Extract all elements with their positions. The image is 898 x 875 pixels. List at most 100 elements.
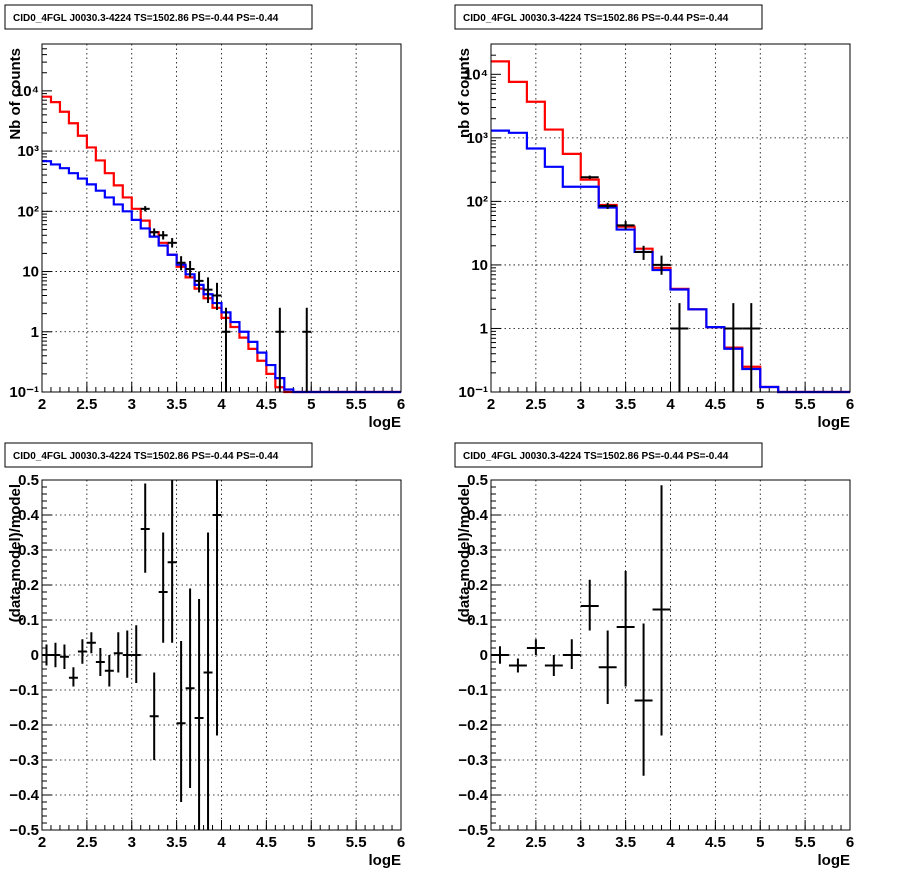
plot-frame (490, 43, 851, 393)
chart-title: CID0_4FGL J0030.3-4224 TS=1502.86 PS=-0.… (13, 13, 279, 24)
y-axis-title: (data-model)/model (7, 484, 24, 622)
y-tick-label: 10² (17, 203, 39, 220)
y-tick-label: −0.2 (458, 717, 488, 734)
x-tick-label: 3 (577, 834, 585, 851)
pad-bottom-right-residuals: CID0_4FGL J0030.3-4224 TS=1502.86 PS=-0.… (454, 442, 854, 869)
x-tick-label: 2.5 (525, 396, 546, 413)
plot-frame (490, 479, 851, 831)
y-tick-label: −0.2 (9, 717, 39, 734)
x-tick-label: 4.5 (256, 834, 277, 851)
data-point (580, 579, 599, 631)
data-point (634, 623, 653, 776)
data-point (616, 221, 635, 230)
x-tick-label: 5.5 (795, 396, 816, 413)
plot-frame (41, 479, 402, 831)
x-tick-label: 5.5 (795, 834, 816, 851)
data-point (185, 260, 195, 278)
data-point (167, 480, 177, 643)
data-point (508, 658, 527, 673)
data-point (634, 245, 653, 260)
x-tick-label: 3.5 (615, 396, 636, 413)
y-tick-label: 1 (31, 324, 39, 341)
chart-title: CID0_4FGL J0030.3-4224 TS=1502.86 PS=-0.… (463, 13, 729, 24)
x-tick-label: 2 (38, 396, 46, 413)
x-tick-label: 3.5 (166, 396, 187, 413)
x-tick-label: 3.5 (166, 834, 187, 851)
data-point (113, 632, 123, 673)
chart-title: CID0_4FGL J0030.3-4224 TS=1502.86 PS=-0.… (463, 451, 729, 462)
data-point (77, 639, 87, 664)
histogram-blue-series (42, 160, 401, 394)
y-tick-label: 0 (480, 647, 488, 664)
data-point (221, 307, 231, 392)
x-tick-label: 4.5 (705, 834, 726, 851)
x-axis-title: logE (369, 414, 402, 431)
title-box (454, 442, 763, 468)
y-tick-label: 0.2 (467, 577, 488, 594)
y-tick-label: −0.4 (9, 787, 39, 804)
y-tick-label: 0.3 (18, 542, 39, 559)
y-tick-label: 0.2 (18, 577, 39, 594)
x-tick-label: 4 (217, 834, 226, 851)
x-tick-label: 4.5 (256, 396, 277, 413)
plot-frame (41, 43, 402, 393)
x-tick-label: 4 (217, 396, 226, 413)
y-tick-label: 0.1 (467, 612, 488, 629)
y-tick-label: 10 (22, 264, 39, 281)
title-box (4, 4, 313, 30)
x-tick-label: 5.5 (346, 396, 367, 413)
y-tick-label: 0.3 (467, 542, 488, 559)
data-point (491, 646, 509, 664)
x-tick-label: 5 (756, 834, 764, 851)
data-point (302, 307, 312, 392)
data-point (212, 282, 222, 310)
y-tick-label: 10⁻¹ (458, 384, 488, 401)
x-tick-label: 2.5 (525, 834, 546, 851)
x-tick-label: 5 (307, 834, 315, 851)
x-tick-label: 4 (666, 834, 675, 851)
x-axis-title: logE (369, 852, 402, 869)
pad-bottom-left-residuals: CID0_4FGL J0030.3-4224 TS=1502.86 PS=-0.… (4, 442, 405, 869)
data-point (149, 228, 159, 236)
data-point (580, 175, 599, 180)
data-point (95, 648, 105, 676)
x-tick-label: 2 (487, 396, 495, 413)
data-point (652, 485, 671, 736)
data-point (670, 303, 689, 392)
y-tick-label: 10⁻¹ (9, 384, 39, 401)
pad-top-right-counts: CID0_4FGL J0030.3-4224 TS=1502.86 PS=-0.… (454, 4, 854, 431)
y-tick-label: 0.5 (18, 472, 39, 489)
data-point (140, 483, 150, 573)
x-tick-label: 6 (397, 834, 405, 851)
y-tick-label: 0.4 (467, 507, 489, 524)
data-point (203, 277, 213, 304)
x-axis-title: logE (818, 852, 851, 869)
data-point (42, 644, 51, 666)
x-tick-label: 2 (38, 834, 46, 851)
data-point (598, 202, 617, 209)
data-point (652, 255, 671, 275)
data-point (167, 238, 177, 248)
y-tick-label: 10³ (17, 143, 39, 160)
data-point (616, 571, 635, 687)
y-tick-label: 0.5 (467, 472, 488, 489)
y-axis-title: (data-model)/model (456, 484, 473, 622)
data-point (275, 307, 285, 392)
pad-top-left-counts: CID0_4FGL J0030.3-4224 TS=1502.86 PS=-0.… (4, 4, 405, 431)
y-tick-label: 0 (31, 647, 39, 664)
x-tick-label: 6 (397, 396, 405, 413)
x-tick-label: 5 (307, 396, 315, 413)
x-tick-label: 6 (846, 396, 854, 413)
x-tick-label: 2.5 (76, 396, 97, 413)
data-point (50, 642, 60, 668)
y-tick-label: −0.5 (9, 822, 39, 839)
data-point (131, 625, 141, 683)
y-tick-label: 10³ (466, 130, 488, 147)
data-point (526, 639, 545, 655)
y-tick-label: 1 (480, 320, 488, 337)
y-tick-label: −0.4 (458, 787, 488, 804)
data-point (158, 231, 168, 240)
data-point (724, 303, 743, 392)
data-point (149, 672, 159, 760)
